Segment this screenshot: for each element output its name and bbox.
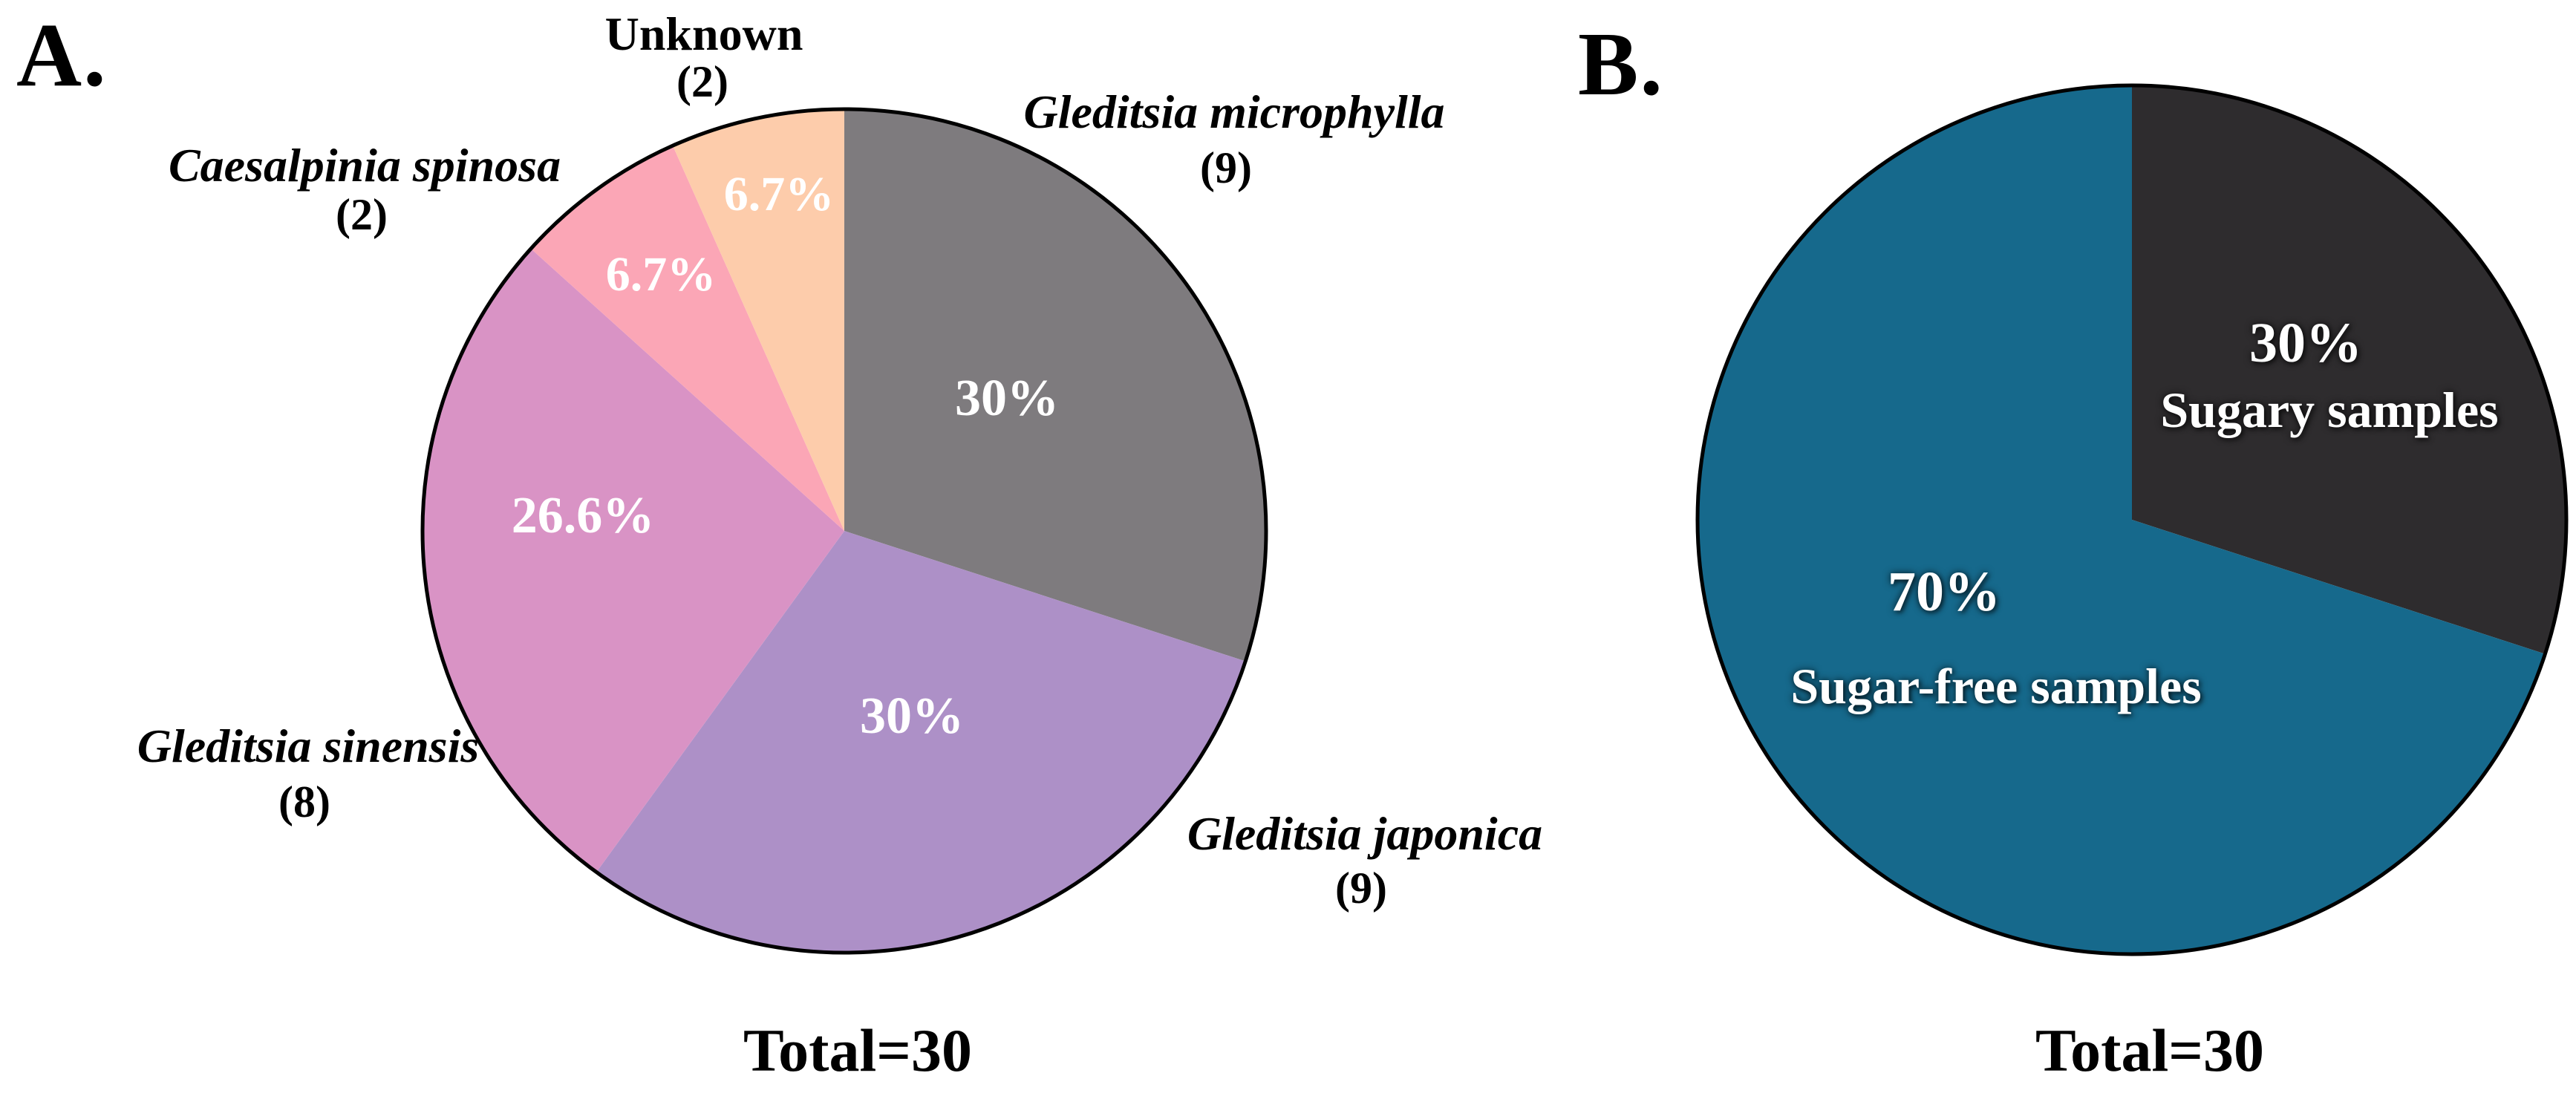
panel-a-letter: A.: [16, 5, 108, 105]
pie-a-count-gleditsia-microphylla: (9): [1200, 143, 1252, 192]
pie-b-percent-sugar-free-samples: 70%: [1888, 561, 2001, 623]
pie-a-percent-unknown: 6.7%: [723, 167, 835, 221]
panel-b-total: Total=30: [2035, 1017, 2264, 1084]
pie-a-count-gleditsia-sinensis: (8): [278, 777, 330, 826]
pie-a-slice-unknown: [672, 109, 844, 531]
pie-a-slice-gleditsia-microphylla: [844, 109, 1266, 662]
pie-a-callout-gleditsia-microphylla: Gleditsia microphylla: [1023, 85, 1445, 138]
pie-a-percent-gleditsia-microphylla: 30%: [955, 370, 1059, 427]
pie-b-slice-sugar-free-samples: [1698, 85, 2546, 955]
pie-a-callout-gleditsia-japonica: Gleditsia japonica: [1187, 807, 1543, 860]
pie-b-name-sugary-samples: Sugary samples: [2160, 382, 2499, 438]
pie-a-percent-caesalpinia-spinosa: 6.7%: [605, 247, 717, 301]
pie-a-count-unknown: (2): [676, 57, 728, 106]
pie-a-slice-caesalpinia-spinosa: [530, 146, 844, 531]
pie-a-slice-gleditsia-japonica: [596, 531, 1246, 953]
pie-a-callout-caesalpinia-spinosa: Caesalpinia spinosa: [168, 139, 561, 192]
pie-a-callout-unknown: Unknown: [604, 7, 803, 60]
panel-a-total: Total=30: [743, 1017, 972, 1084]
pie-a-callout-gleditsia-sinensis: Gleditsia sinensis: [137, 720, 480, 772]
pie-b-outline: [1695, 83, 2569, 956]
pie-a-count-gleditsia-japonica: (9): [1335, 864, 1387, 913]
pie-a-outline: [420, 107, 1268, 955]
pie-a-percent-gleditsia-sinensis: 26.6%: [511, 487, 655, 544]
pie-a-slice-gleditsia-sinensis: [423, 248, 844, 872]
pie-a-count-caesalpinia-spinosa: (2): [336, 190, 388, 239]
pie-b-percent-sugary-samples: 30%: [2249, 312, 2362, 374]
pie-a-percent-gleditsia-japonica: 30%: [860, 688, 964, 745]
panel-b-letter: B.: [1578, 14, 1664, 114]
pie-b-name-sugar-free-samples: Sugar-free samples: [1790, 658, 2202, 714]
pie-b-slice-sugary-samples: [2132, 85, 2566, 654]
